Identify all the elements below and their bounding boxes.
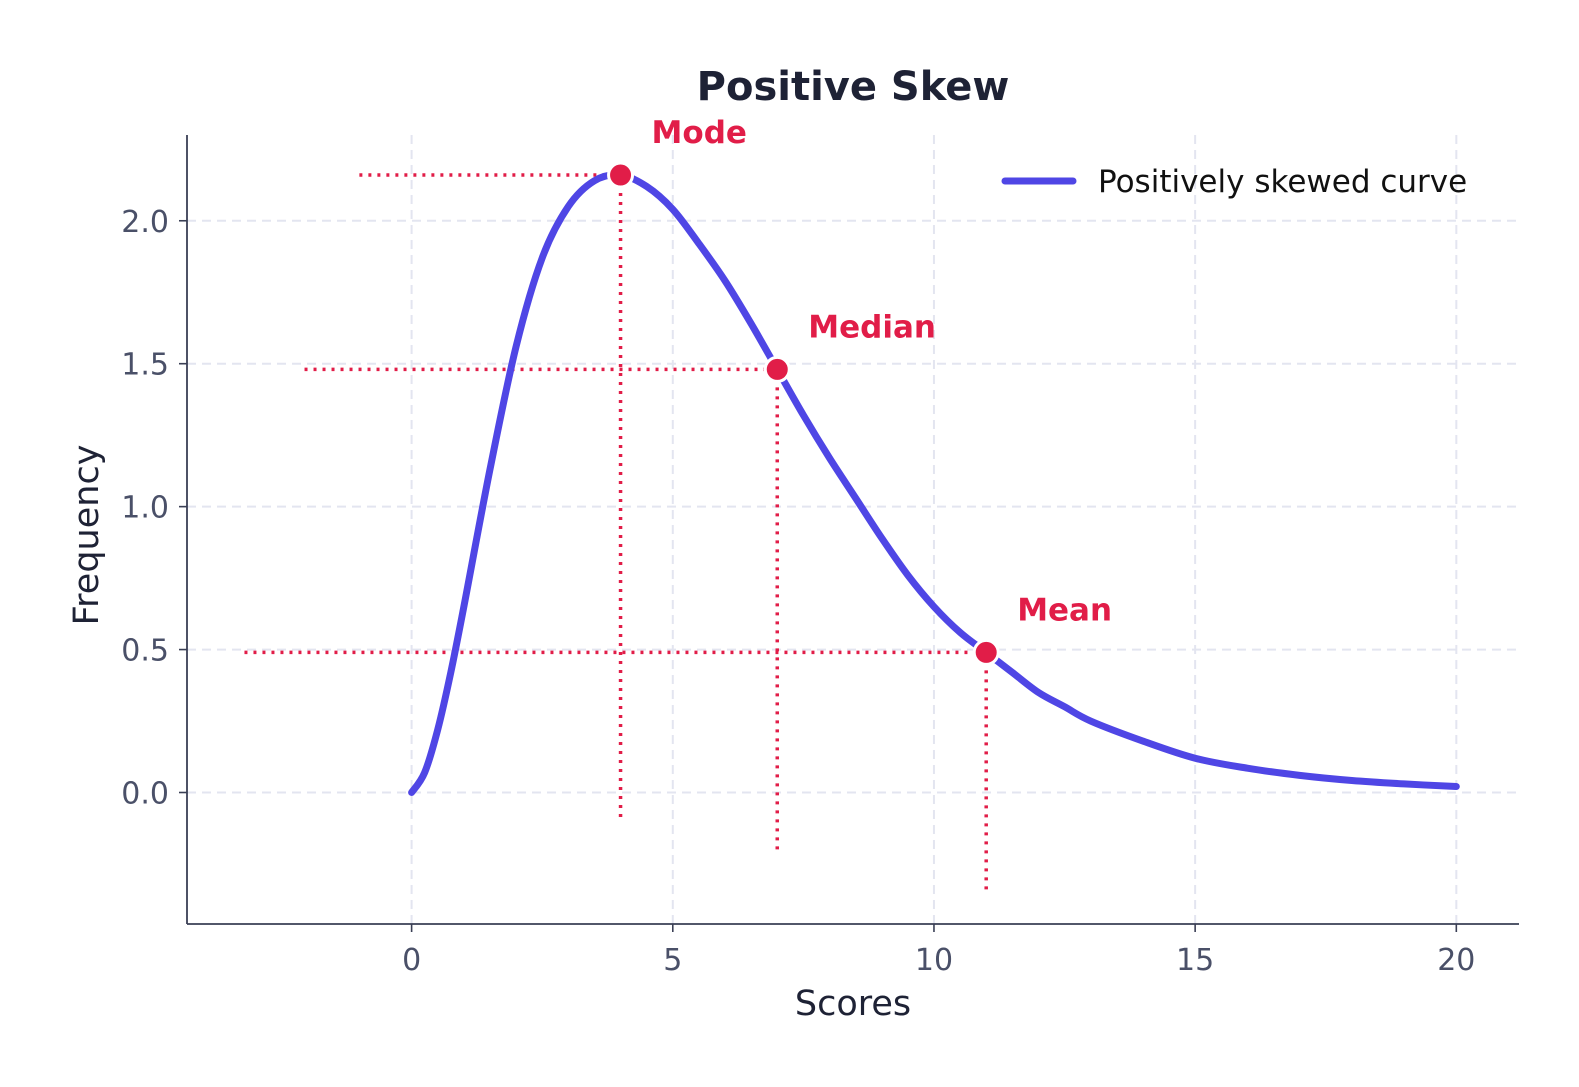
x-tick-label: 5 xyxy=(663,943,682,978)
y-axis-label: Frequency xyxy=(67,445,107,626)
x-axis-label: Scores xyxy=(795,984,911,1024)
y-tick-label: 1.5 xyxy=(121,348,169,383)
y-tick-label: 2.0 xyxy=(121,205,169,240)
y-tick-label: 0.0 xyxy=(121,777,169,812)
annotation-label: Mean xyxy=(1017,592,1112,628)
x-tick-label: 10 xyxy=(915,943,953,978)
annotation-label: Median xyxy=(808,309,936,345)
x-tick-label: 0 xyxy=(402,943,421,978)
y-tick-labels: 0.0 0.5 1.0 1.5 2.0 xyxy=(121,205,187,812)
x-tick-label: 15 xyxy=(1176,943,1214,978)
annotation-point xyxy=(607,161,635,189)
legend: Positively skewed curve xyxy=(1001,164,1467,200)
y-tick-label: 0.5 xyxy=(121,634,169,669)
curve-line xyxy=(408,171,1460,796)
annotation-point xyxy=(763,355,791,383)
curve-layer xyxy=(408,171,1460,796)
annotation-labels: Mode Median Mean xyxy=(652,115,1113,628)
reference-lines-layer xyxy=(244,173,988,890)
points-layer xyxy=(607,161,1000,666)
legend-label: Positively skewed curve xyxy=(1098,164,1467,200)
annotation-point xyxy=(972,638,1000,666)
annotation-label: Mode xyxy=(652,115,747,151)
grid-layer xyxy=(187,135,1519,924)
x-tick-label: 20 xyxy=(1437,943,1475,978)
x-tick-labels: 0 5 10 15 20 xyxy=(402,924,1475,978)
y-tick-label: 1.0 xyxy=(121,491,169,526)
chart-title: Positive Skew xyxy=(697,64,1010,110)
